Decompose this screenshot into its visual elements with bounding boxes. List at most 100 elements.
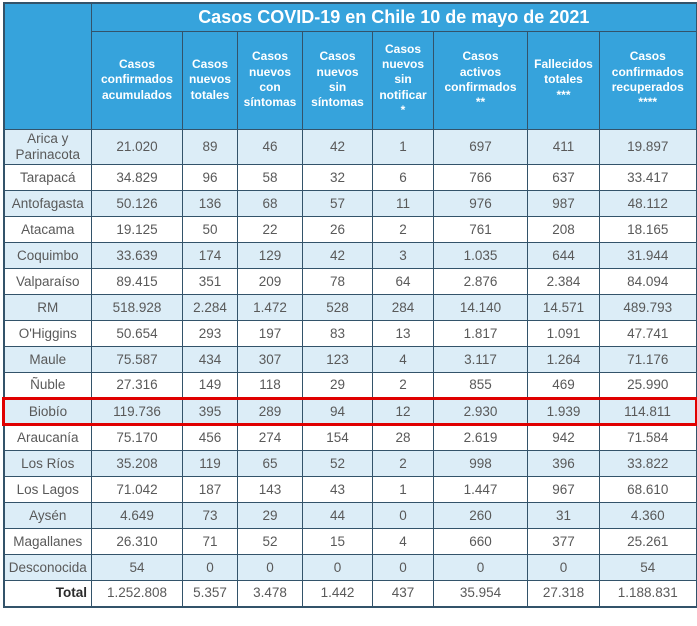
table-row-los-lagos: Los Lagos 71.042 187 143 43 1 1.447 967 … (3, 476, 697, 504)
value-cell: 42 (302, 242, 373, 270)
value-cell: 58 (237, 164, 303, 192)
value-cell: 1.939 (527, 397, 600, 427)
value-cell: 518.928 (91, 294, 183, 322)
value-cell: 395 (182, 397, 238, 427)
value-cell: 1.472 (237, 294, 303, 322)
value-cell: 14.571 (527, 294, 600, 322)
col-header-confirmados-acumulados: Casos confirmados acumulados (91, 30, 183, 130)
value-cell: 0 (372, 502, 434, 530)
value-cell: 2 (372, 372, 434, 400)
value-cell: 0 (302, 554, 373, 582)
value-cell: 2 (372, 450, 434, 478)
value-cell: 75.587 (91, 346, 183, 374)
value-cell: 52 (302, 450, 373, 478)
value-cell: 6 (372, 164, 434, 192)
value-cell: 456 (182, 424, 238, 452)
value-cell: 71.584 (598, 424, 697, 452)
value-cell: 94 (302, 397, 373, 427)
value-cell: 3.478 (237, 580, 303, 608)
value-cell: 129 (237, 242, 303, 270)
value-cell: 154 (302, 424, 373, 452)
value-cell: 29 (302, 372, 373, 400)
value-cell: 1.091 (527, 320, 600, 348)
region-cell: Antofagasta (3, 190, 92, 218)
value-cell: 25.261 (598, 528, 697, 556)
table-row-desconocida: Desconocida 54 0 0 0 0 0 0 54 (3, 554, 697, 582)
value-cell: 27.318 (527, 580, 600, 608)
region-cell: Araucanía (3, 424, 92, 452)
region-cell: Maule (3, 346, 92, 374)
col-header-nuevos-sin-notificar: Casos nuevos sin notificar * (372, 30, 434, 130)
value-cell: 1.264 (527, 346, 600, 374)
value-cell: 5.357 (182, 580, 238, 608)
value-cell: 289 (237, 397, 303, 427)
value-cell: 1.447 (433, 476, 528, 504)
value-cell: 208 (527, 216, 600, 244)
value-cell: 114.811 (598, 397, 697, 427)
col-header-nuevos-con-sintomas: Casos nuevos con síntomas (237, 30, 303, 130)
region-cell: Tarapacá (3, 164, 92, 192)
value-cell: 50 (182, 216, 238, 244)
value-cell: 123 (302, 346, 373, 374)
value-cell: 47.741 (598, 320, 697, 348)
value-cell: 2.619 (433, 424, 528, 452)
table-row-biobio-highlighted: Biobío 119.736 395 289 94 12 2.930 1.939… (2, 397, 697, 427)
col-header-activos-confirmados: Casos activos confirmados ** (433, 30, 528, 130)
value-cell: 351 (182, 268, 238, 296)
value-cell: 2.930 (433, 397, 528, 427)
value-cell: 307 (237, 346, 303, 374)
region-cell: O'Higgins (3, 320, 92, 348)
value-cell: 50.126 (91, 190, 183, 218)
table-row-aysen: Aysén 4.649 73 29 44 0 260 31 4.360 (3, 502, 697, 530)
col-header-nuevos-sin-sintomas: Casos nuevos sin síntomas (302, 30, 373, 130)
value-cell: 637 (527, 164, 600, 192)
value-cell: 0 (433, 554, 528, 582)
col-header-fallecidos-totales: Fallecidos totales *** (527, 30, 600, 130)
value-cell: 25.990 (598, 372, 697, 400)
value-cell: 33.417 (598, 164, 697, 192)
value-cell: 2 (372, 216, 434, 244)
value-cell: 967 (527, 476, 600, 504)
table-row-los-rios: Los Ríos 35.208 119 65 52 2 998 396 33.8… (3, 450, 697, 478)
value-cell: 0 (237, 554, 303, 582)
value-cell: 119 (182, 450, 238, 478)
value-cell: 33.639 (91, 242, 183, 270)
value-cell: 2.876 (433, 268, 528, 296)
value-cell: 18.165 (598, 216, 697, 244)
value-cell: 697 (433, 128, 528, 166)
value-cell: 84.094 (598, 268, 697, 296)
value-cell: 437 (372, 580, 434, 608)
value-cell: 377 (527, 528, 600, 556)
value-cell: 64 (372, 268, 434, 296)
region-cell: Arica y Parinacota (3, 128, 92, 166)
value-cell: 761 (433, 216, 528, 244)
value-cell: 293 (182, 320, 238, 348)
value-cell: 119.736 (91, 397, 183, 427)
value-cell: 44 (302, 502, 373, 530)
value-cell: 0 (527, 554, 600, 582)
value-cell: 1.817 (433, 320, 528, 348)
value-cell: 73 (182, 502, 238, 530)
table-row-ohiggins: O'Higgins 50.654 293 197 83 13 1.817 1.0… (3, 320, 697, 348)
value-cell: 1 (372, 476, 434, 504)
value-cell: 469 (527, 372, 600, 400)
value-cell: 174 (182, 242, 238, 270)
value-cell: 83 (302, 320, 373, 348)
value-cell: 274 (237, 424, 303, 452)
value-cell: 3 (372, 242, 434, 270)
value-cell: 13 (372, 320, 434, 348)
value-cell: 19.897 (598, 128, 697, 166)
region-cell: RM (3, 294, 92, 322)
value-cell: 4 (372, 528, 434, 556)
value-cell: 976 (433, 190, 528, 218)
region-cell: Ñuble (3, 372, 92, 400)
value-cell: 489.793 (598, 294, 697, 322)
table-row-atacama: Atacama 19.125 50 22 26 2 761 208 18.165 (3, 216, 697, 244)
region-cell: Biobío (2, 397, 92, 427)
table-row-nuble: Ñuble 27.316 149 118 29 2 855 469 25.990 (3, 372, 697, 400)
value-cell: 4.360 (598, 502, 697, 530)
value-cell: 21.020 (91, 128, 183, 166)
value-cell: 14.140 (433, 294, 528, 322)
value-cell: 54 (598, 554, 697, 582)
value-cell: 1 (372, 128, 434, 166)
